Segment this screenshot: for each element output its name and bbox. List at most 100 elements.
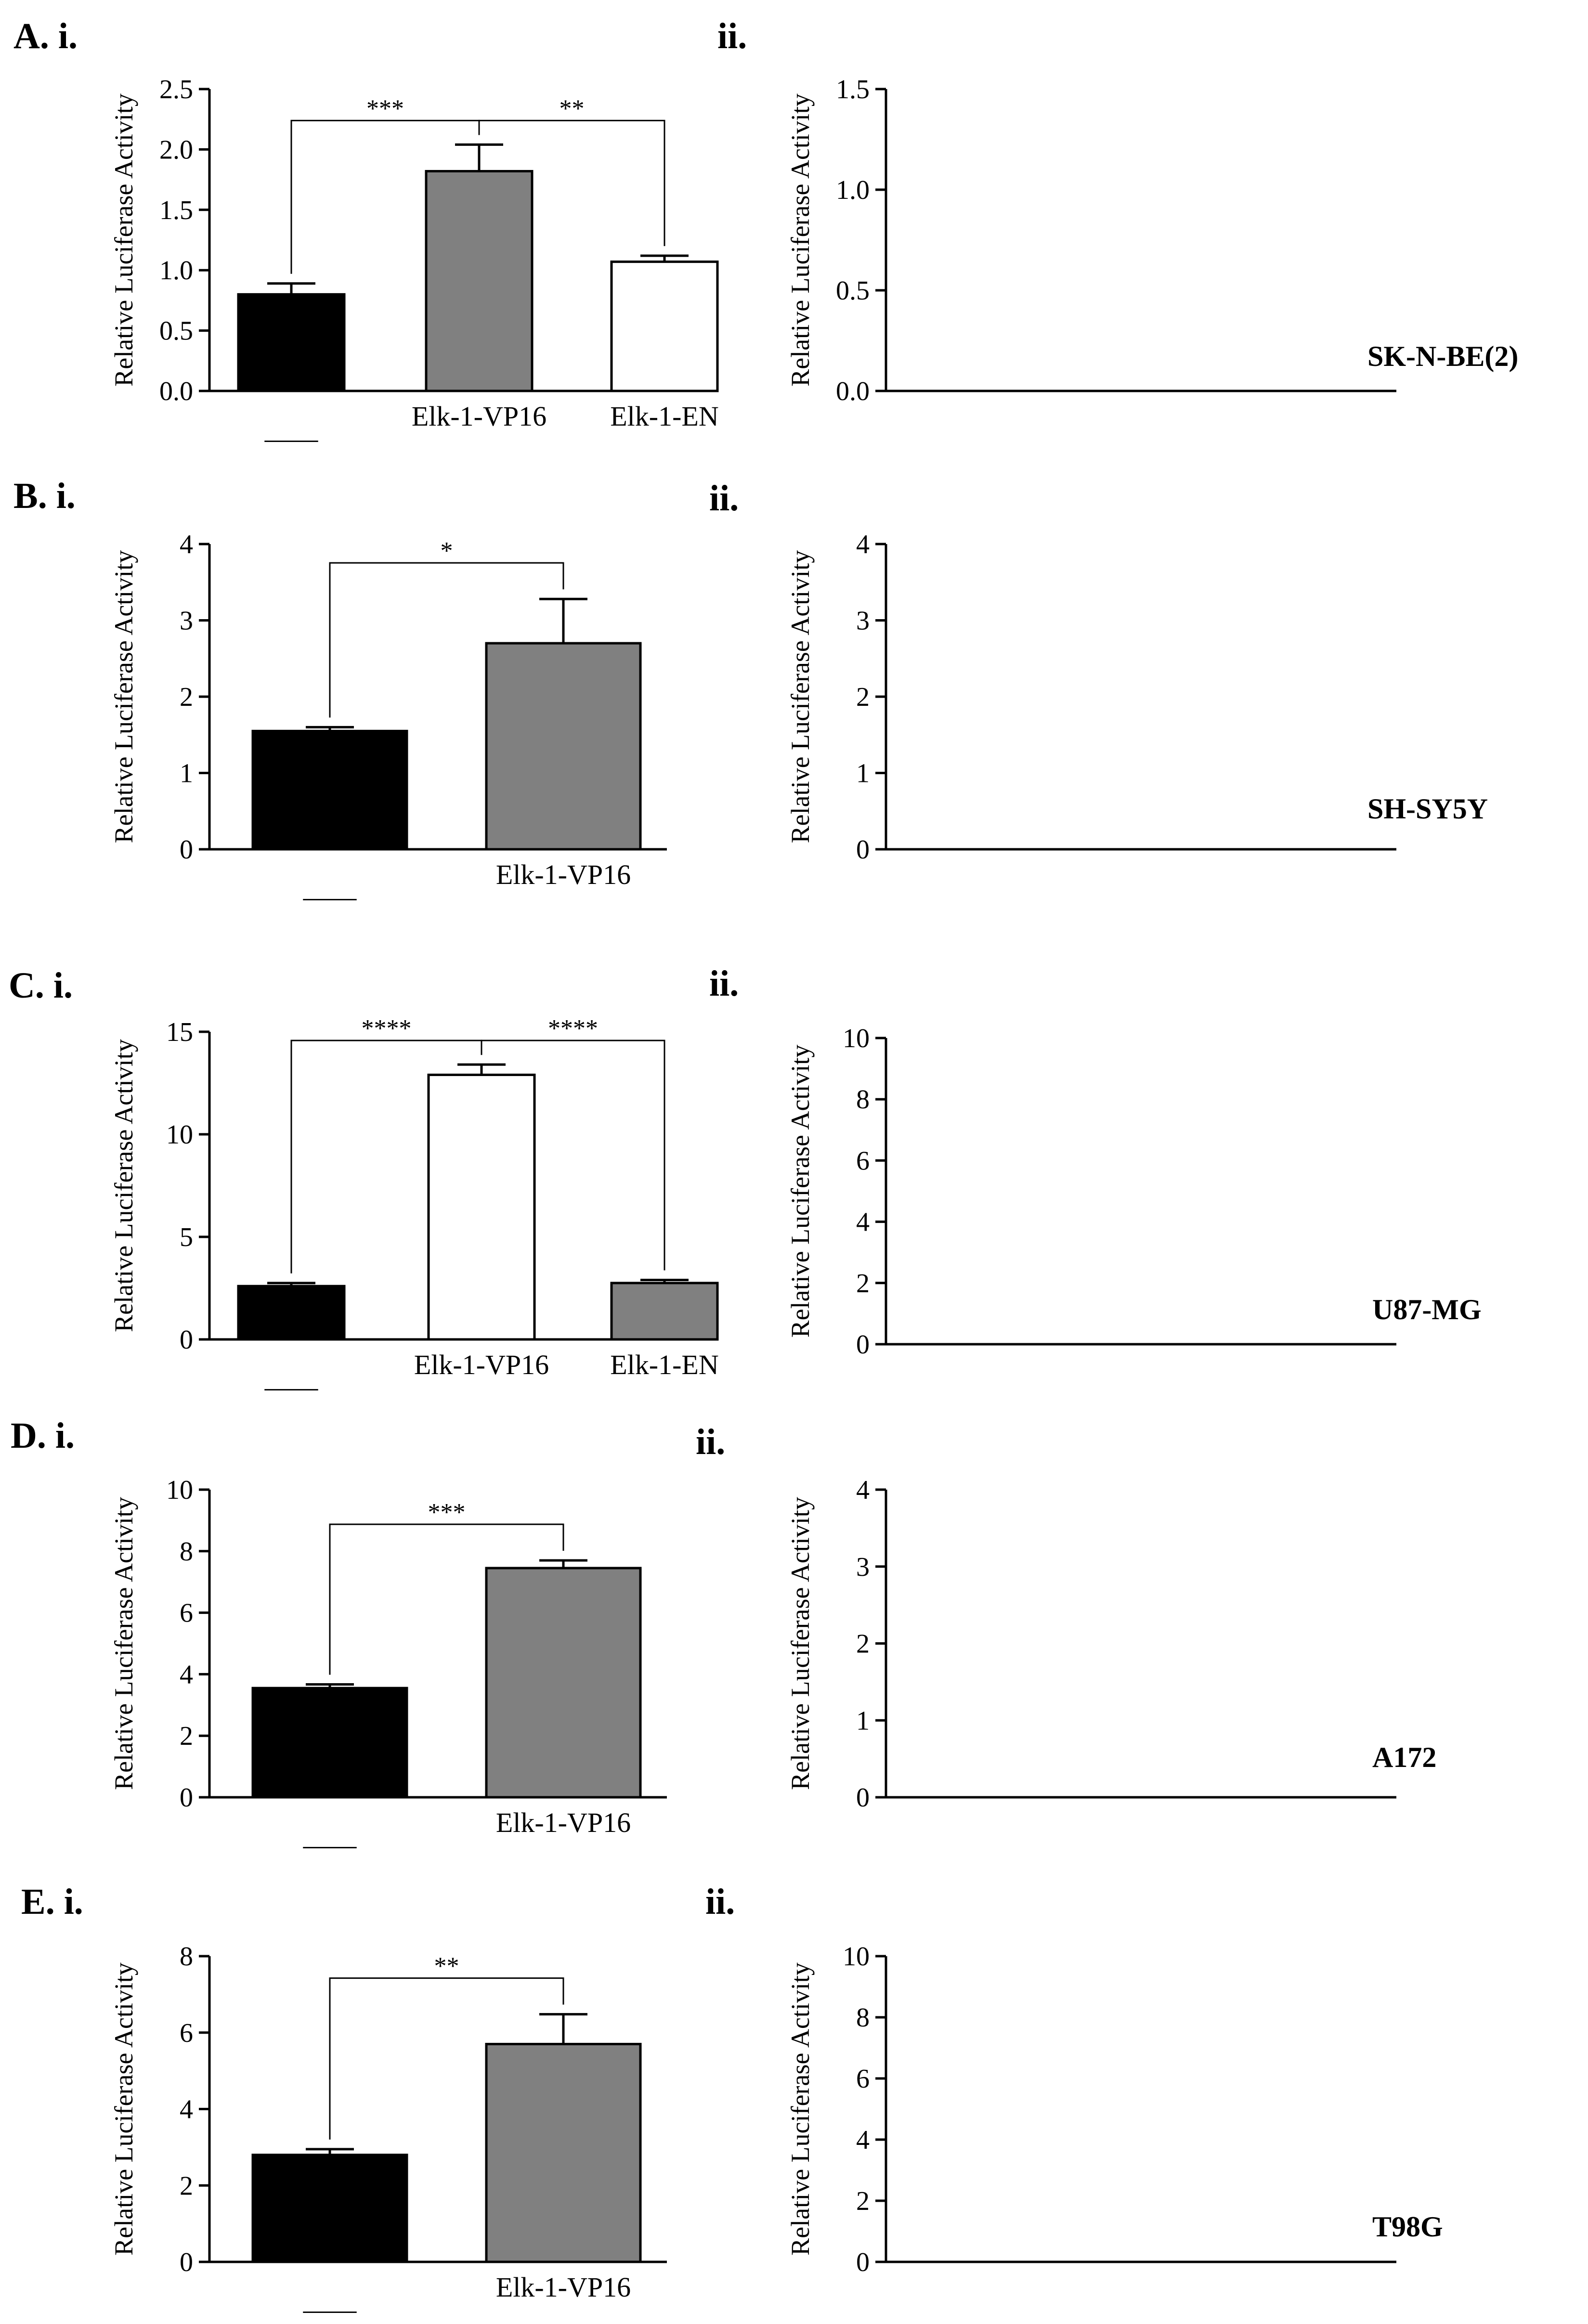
y-axis-title: Relative Luciferase Activity	[786, 93, 815, 387]
y-tick-label: 10	[843, 1942, 870, 1972]
y-tick-label: 0.5	[836, 276, 870, 306]
bar	[237, 293, 346, 392]
cell-line-b: SH-SY5Y	[1367, 793, 1488, 825]
significance-bracket	[329, 1977, 564, 2140]
y-tick-label: 3	[180, 606, 193, 636]
y-tick-label: 1.0	[159, 256, 193, 286]
chart-B-i: 0 1 2 3 4 Relative Luciferase Activity — Elk-1-…	[109, 530, 667, 912]
y-tick-label: 4	[180, 2095, 193, 2125]
row-label-c: C. i.	[9, 965, 73, 1006]
significance-label: **	[560, 95, 585, 122]
x-category-label: —	[302, 2294, 357, 2324]
row-label-b-ii: ii.	[709, 478, 739, 519]
significance-label: ***	[428, 1499, 466, 1526]
bar	[610, 260, 719, 392]
significance-label: ***	[366, 95, 404, 122]
y-axis-title: Relative Luciferase Activity	[786, 550, 815, 844]
bar	[251, 2154, 408, 2263]
y-tick-label: 8	[180, 1537, 193, 1567]
row-label-a-ii: ii.	[717, 16, 747, 56]
bar	[610, 1282, 719, 1341]
chart-A-ii: 0.0 0.5 1.0 1.5 Relative Luciferase Activity…	[786, 75, 1396, 406]
y-tick-label: 0	[180, 1325, 193, 1355]
bar	[485, 2043, 642, 2263]
x-category-label: Elk-1-VP16	[496, 2272, 631, 2303]
chart-C-i: 0 5 10 15 Relative Luciferase Activity — Elk-1…	[109, 1015, 719, 1402]
y-tick-label: 8	[856, 1085, 870, 1115]
y-axis-title: Relative Luciferase Activity	[109, 1497, 138, 1790]
y-tick-label: 2	[180, 2171, 193, 2201]
bar	[427, 1073, 536, 1341]
bar	[425, 170, 534, 392]
row-label-d-ii: ii.	[696, 1422, 725, 1462]
y-tick-label: 0	[856, 2247, 870, 2277]
y-tick-label: 0	[180, 2247, 193, 2277]
y-tick-label: 0	[856, 1783, 870, 1813]
y-tick-label: 8	[180, 1942, 193, 1972]
row-label-e: E. i.	[21, 1882, 83, 1922]
chart-A-i: 0.0 0.5 1.0 1.5 2.0 2.5 Relative Luciferase Ac…	[109, 75, 719, 454]
x-category-label: Elk-1-VP16	[412, 401, 547, 432]
significance-bracket	[481, 1039, 665, 1271]
y-axis-title: Relative Luciferase Activity	[786, 1962, 815, 2256]
x-category-label: Elk-1-VP16	[414, 1349, 549, 1380]
y-tick-label: 3	[856, 606, 870, 636]
y-tick-label: 0	[180, 835, 193, 865]
row-label-b: B. i.	[13, 476, 76, 516]
y-tick-label: 6	[180, 2018, 193, 2048]
y-tick-label: 10	[166, 1475, 193, 1505]
y-tick-label: 0	[180, 1783, 193, 1813]
y-axis-title: Relative Luciferase Activity	[109, 1039, 138, 1332]
bar	[251, 1687, 408, 1799]
y-tick-label: 1	[856, 759, 870, 789]
y-axis-title: Relative Luciferase Activity	[109, 1962, 138, 2256]
y-tick-label: 10	[166, 1120, 193, 1150]
y-tick-label: 1	[180, 759, 193, 789]
bar	[485, 642, 642, 851]
bar	[237, 1285, 346, 1341]
chart-E-i: 0 2 4 6 8 Relative Luciferase Activity — Elk-1-…	[109, 1942, 667, 2324]
y-tick-label: 2	[856, 682, 870, 712]
y-tick-label: 1	[856, 1706, 870, 1736]
y-tick-label: 6	[180, 1598, 193, 1628]
y-tick-label: 4	[856, 530, 870, 559]
row-label-e-ii: ii.	[705, 1882, 735, 1922]
cell-line-a: SK-N-BE(2)	[1367, 340, 1518, 372]
x-category-label: Elk-1-VP16	[496, 859, 631, 890]
y-tick-label: 0.0	[836, 377, 870, 406]
y-tick-label: 2	[180, 682, 193, 712]
y-tick-label: 0.5	[159, 316, 193, 346]
cell-line-d: A172	[1372, 1741, 1436, 1773]
y-tick-label: 2.0	[159, 135, 193, 165]
x-category-label: Elk-1-EN	[610, 401, 719, 432]
cell-line-e: T98G	[1372, 2211, 1443, 2243]
significance-label: ****	[548, 1015, 598, 1042]
bar	[485, 1567, 642, 1799]
row-label-a: A. i.	[13, 16, 78, 56]
y-tick-label: 2.5	[159, 75, 193, 104]
y-tick-label: 4	[856, 1475, 870, 1505]
significance-bracket	[329, 562, 564, 718]
x-category-label: Elk-1-EN	[610, 1349, 719, 1380]
y-tick-label: 10	[843, 1024, 870, 1053]
significance-bracket	[478, 119, 665, 247]
y-tick-label: 2	[856, 2186, 870, 2216]
y-tick-label: 2	[856, 1629, 870, 1659]
significance-label: *	[441, 537, 453, 565]
y-axis-title: Relative Luciferase Activity	[109, 550, 138, 844]
x-category-label: —	[302, 1829, 357, 1860]
bar	[251, 729, 408, 851]
y-tick-label: 0.0	[159, 377, 193, 406]
y-tick-label: 6	[856, 2064, 870, 2094]
y-tick-label: 1.5	[836, 75, 870, 104]
y-tick-label: 5	[180, 1222, 193, 1252]
y-tick-label: 8	[856, 2003, 870, 2033]
y-tick-label: 0	[856, 1330, 870, 1360]
significance-label: ****	[362, 1015, 412, 1042]
y-tick-label: 2	[856, 1269, 870, 1298]
y-axis-title: Relative Luciferase Activity	[109, 93, 138, 387]
